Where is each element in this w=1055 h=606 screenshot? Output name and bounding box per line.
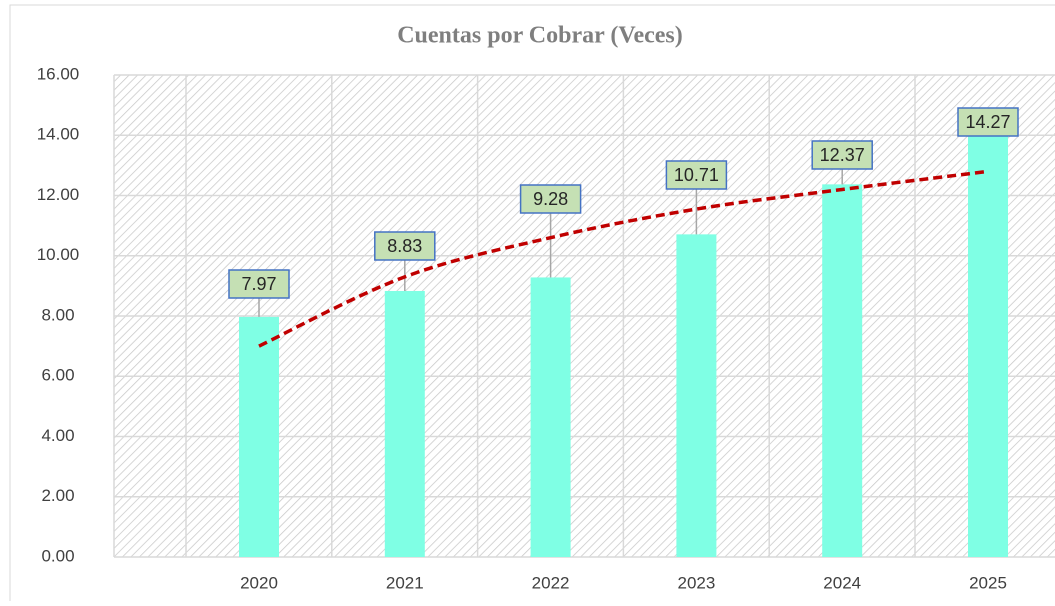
x-tick-label: 2025 <box>969 573 1007 592</box>
bar <box>239 316 279 557</box>
chart-title: Cuentas por Cobrar (Veces) <box>397 23 683 49</box>
y-tick-label: 2.00 <box>41 486 74 505</box>
data-label-box <box>665 160 728 190</box>
data-label-box <box>957 107 1019 137</box>
x-tick-label: 2023 <box>677 573 715 592</box>
x-tick-label: 2024 <box>823 573 861 592</box>
y-tick-label: 4.00 <box>41 426 74 445</box>
y-tick-label: 10.00 <box>37 245 80 264</box>
y-tick-label: 12.00 <box>37 185 80 204</box>
x-tick-label: 2022 <box>532 573 570 592</box>
y-tick-label: 8.00 <box>41 305 74 324</box>
bar <box>822 184 863 557</box>
y-tick-label: 16.00 <box>37 64 80 83</box>
x-tick-label: 2020 <box>240 573 278 592</box>
y-tick-label: 0.00 <box>41 546 74 565</box>
bar <box>676 234 717 557</box>
data-label-box <box>374 231 436 261</box>
data-label: 9.28 <box>533 189 568 209</box>
bar <box>530 277 571 557</box>
data-label: 7.97 <box>241 274 276 294</box>
data-label: 8.83 <box>387 236 422 256</box>
data-label: 10.71 <box>674 165 719 185</box>
x-tick-label: 2021 <box>386 573 424 592</box>
y-tick-label: 14.00 <box>37 125 80 144</box>
data-label: 14.27 <box>965 112 1010 132</box>
data-label-box <box>811 140 873 170</box>
data-label: 12.37 <box>820 145 865 165</box>
y-tick-label: 6.00 <box>41 366 74 385</box>
data-label-box <box>519 184 582 214</box>
bar <box>384 290 425 557</box>
trendline <box>258 169 989 348</box>
data-label-box <box>228 269 290 299</box>
bar <box>968 127 1008 558</box>
